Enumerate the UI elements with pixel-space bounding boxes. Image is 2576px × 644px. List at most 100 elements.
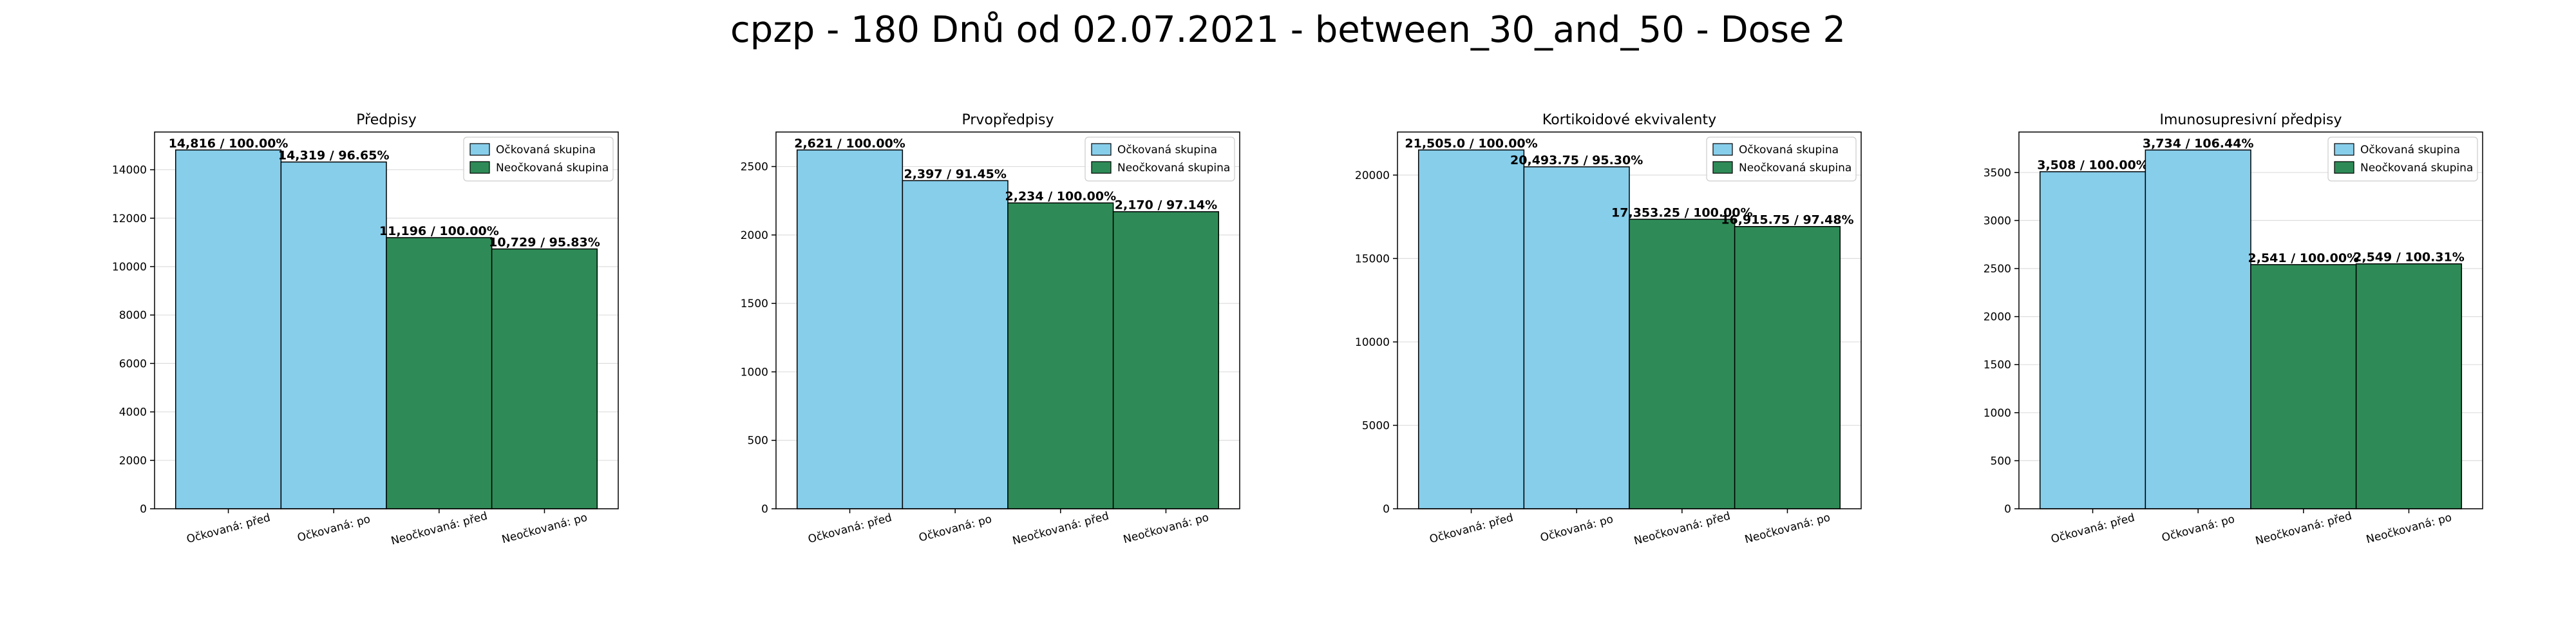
y-tick-label: 2500 <box>1984 263 2011 276</box>
y-tick-label: 3500 <box>1984 167 2011 180</box>
x-tick-label: Neočkovaná: před <box>390 509 489 547</box>
legend-swatch-vaccinated <box>2334 143 2354 156</box>
bar-value-label: 3,734 / 106.44% <box>2143 137 2254 151</box>
bar-2 <box>280 161 387 509</box>
y-tick-label: 10000 <box>112 261 147 274</box>
chart-imunosupresivni-predpisy: Imunosupresivní předpisy 0 500 1000 1500 2000… <box>1984 112 2483 548</box>
x-tick-label: Neočkovaná: po <box>1743 511 1832 547</box>
bar-1 <box>1417 149 1525 509</box>
y-tick-label: 1500 <box>741 298 768 310</box>
x-tick-label: Neočkovaná: před <box>1633 509 1732 547</box>
bar-1 <box>2039 171 2146 509</box>
bar-value-label: 2,170 / 97.14% <box>1115 198 1217 213</box>
y-tick-label: 10000 <box>1355 336 1390 349</box>
bar-value-label: 3,508 / 100.00% <box>2037 158 2148 173</box>
x-tick-label: Neočkovaná: před <box>1011 509 1110 547</box>
bar-1 <box>796 149 904 509</box>
bar-3 <box>1629 218 1736 509</box>
y-tick-label: 2500 <box>741 161 768 174</box>
x-tick-label: Očkovaná: před <box>185 511 272 546</box>
x-tick-label: Očkovaná: před <box>1428 511 1515 546</box>
y-tick-label: 20000 <box>1355 169 1390 182</box>
legend-box <box>1706 137 1857 182</box>
y-tick-label: 15000 <box>1355 252 1390 265</box>
legend-label: Neočkovaná skupina <box>2360 162 2473 175</box>
bar-value-label: 2,549 / 100.31% <box>2353 251 2465 265</box>
legend-label: Neočkovaná skupina <box>496 162 609 175</box>
chart-kortikoidove-ekvivalenty: Kortikoidové ekvivalenty 0 5000 10000 15000 2… <box>1355 112 1862 548</box>
legend-swatch-unvaccinated <box>1712 161 1733 174</box>
y-tick-label: 0 <box>761 503 768 516</box>
x-tick-label: Neočkovaná: po <box>1122 511 1210 547</box>
y-tick-label: 1000 <box>1984 407 2011 420</box>
legend-swatch-vaccinated <box>469 143 490 156</box>
y-tick-label: 8000 <box>119 309 147 322</box>
x-tick-label: Neočkovaná: před <box>2254 509 2353 547</box>
plot-frame <box>2018 131 2483 509</box>
legend-swatch-vaccinated <box>1712 143 1733 156</box>
chart-title: Imunosupresivní předpisy <box>2160 112 2342 128</box>
bar-value-label: 21,505.0 / 100.00% <box>1405 137 1537 151</box>
bar-3 <box>1007 202 1114 509</box>
legend-label: Neočkovaná skupina <box>1117 162 1230 175</box>
legend-swatch-vaccinated <box>1091 143 1112 156</box>
y-tick-label: 500 <box>748 435 768 448</box>
y-tick-label: 1000 <box>741 366 768 379</box>
plot-frame <box>775 131 1240 509</box>
y-tick-label: 0 <box>1383 503 1390 516</box>
x-tick-label: Očkovaná: před <box>2050 511 2136 546</box>
bar-2 <box>2145 149 2251 509</box>
chart-title: Předpisy <box>356 112 417 128</box>
x-tick-label: Očkovaná: po <box>296 513 372 544</box>
y-tick-label: 3000 <box>1984 214 2011 227</box>
legend-box <box>2327 137 2478 182</box>
x-tick-label: Očkovaná: před <box>807 511 893 546</box>
y-tick-label: 2000 <box>119 455 147 468</box>
legend-label: Očkovaná skupina <box>1739 144 1839 156</box>
y-tick-label: 0 <box>140 503 147 516</box>
legend-swatch-unvaccinated <box>469 161 490 174</box>
x-tick-label: Neočkovaná: po <box>2365 511 2453 547</box>
legend-swatch-unvaccinated <box>1091 161 1112 174</box>
bar-value-label: 2,397 / 91.45% <box>904 167 1006 181</box>
chart-title: Kortikoidové ekvivalenty <box>1542 112 1716 128</box>
legend-label: Očkovaná skupina <box>2360 144 2460 156</box>
bar-3 <box>386 237 493 509</box>
bar-4 <box>491 248 598 509</box>
x-tick-label: Neočkovaná: po <box>500 511 589 547</box>
y-tick-label: 1500 <box>1984 359 2011 372</box>
bar-value-label: 2,234 / 100.00% <box>1005 189 1117 204</box>
bar-4 <box>1112 211 1220 509</box>
bar-value-label: 2,541 / 100.00% <box>2248 251 2360 265</box>
y-tick-label: 4000 <box>119 406 147 419</box>
x-tick-label: Očkovaná: po <box>918 513 994 544</box>
legend-label: Očkovaná skupina <box>496 144 596 156</box>
y-tick-label: 5000 <box>1362 419 1390 432</box>
bar-2 <box>902 180 1009 509</box>
bar-value-label: 2,621 / 100.00% <box>794 137 905 151</box>
plot-frame <box>154 131 619 509</box>
bar-3 <box>2250 264 2357 509</box>
y-tick-label: 0 <box>2004 503 2011 516</box>
legend-swatch-unvaccinated <box>2334 161 2354 174</box>
legend-box <box>463 137 614 182</box>
y-tick-label: 14000 <box>112 164 147 177</box>
x-tick-label: Očkovaná: po <box>2161 513 2237 544</box>
bar-1 <box>175 149 282 509</box>
y-tick-label: 12000 <box>112 213 147 225</box>
bar-2 <box>1523 166 1630 509</box>
chart-predpisy: Předpisy 0 2000 4000 6000 8000 10000 12000 14000… <box>112 112 619 548</box>
y-tick-label: 500 <box>1991 455 2011 468</box>
bar-value-label: 11,196 / 100.00% <box>379 224 499 238</box>
bar-value-label: 17,353.25 / 100.00% <box>1611 205 1753 220</box>
y-tick-label: 2000 <box>1984 311 2011 324</box>
bar-value-label: 20,493.75 / 95.30% <box>1510 153 1643 167</box>
legend-label: Neočkovaná skupina <box>1739 162 1852 175</box>
chart-prvopredpisy: Prvopředpisy 0 500 1000 1500 2000 2500 2,621 / … <box>741 112 1240 548</box>
x-tick-label: Očkovaná: po <box>1539 513 1615 544</box>
bar-value-label: 10,729 / 95.83% <box>489 236 600 250</box>
legend-label: Očkovaná skupina <box>1117 144 1217 156</box>
bar-4 <box>1734 225 1841 509</box>
bar-value-label: 14,319 / 96.65% <box>278 149 390 163</box>
figure-title: cpzp - 180 Dnů od 02.07.2021 - between_3… <box>730 9 1846 51</box>
